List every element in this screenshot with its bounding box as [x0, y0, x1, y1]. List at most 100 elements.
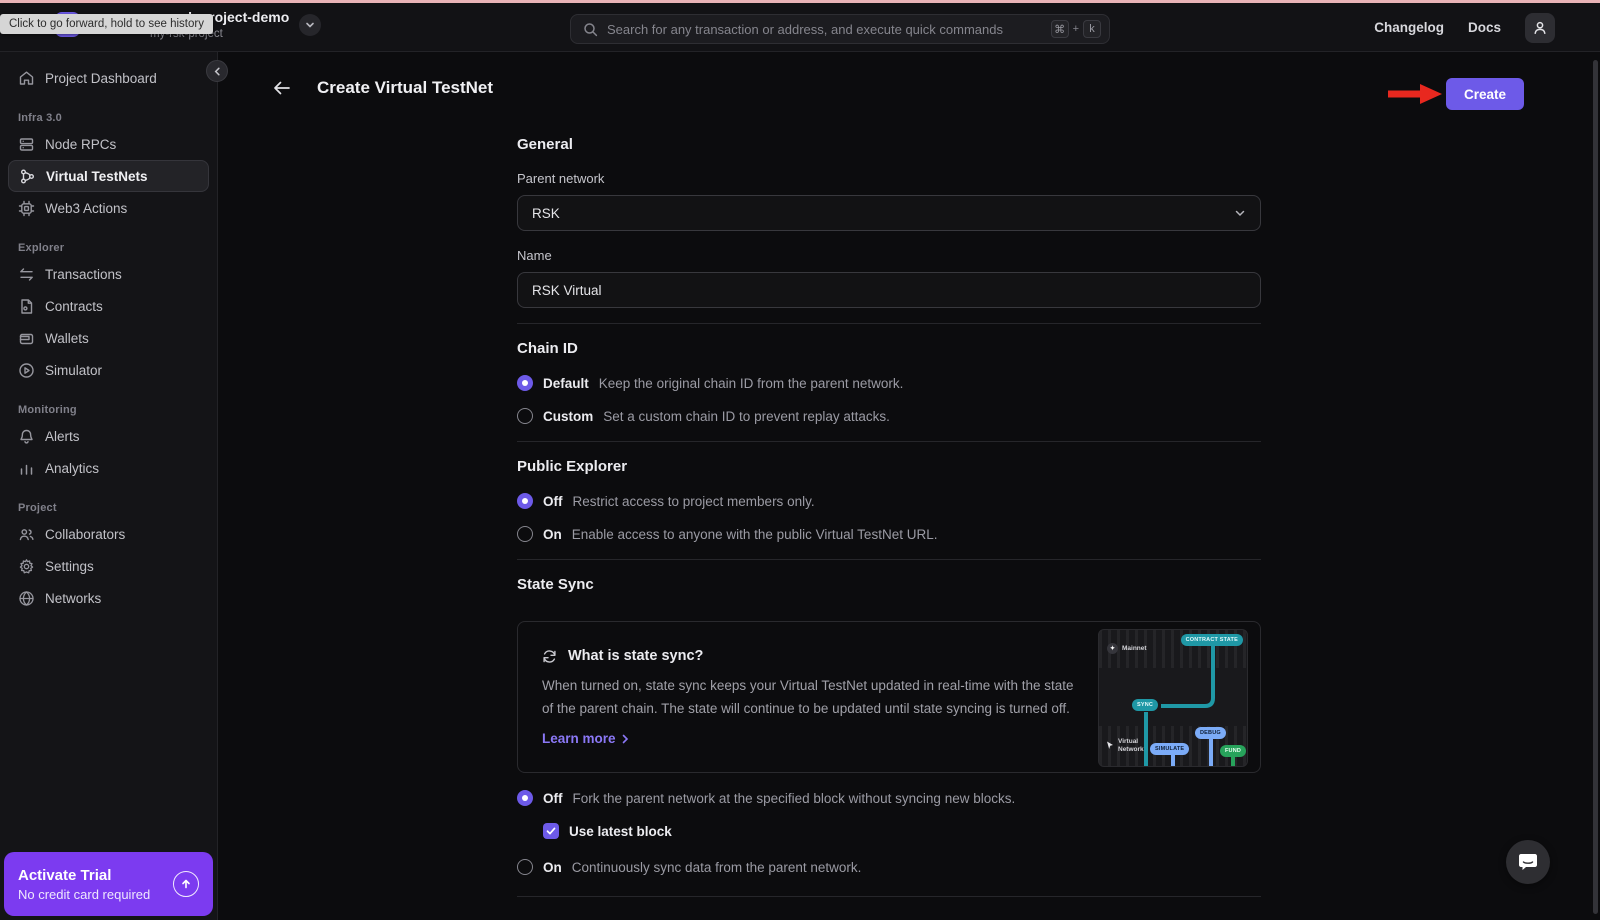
chain-id-option-default[interactable]: Default Keep the original chain ID from …: [517, 373, 1261, 393]
sync-flow-lines: [1144, 644, 1235, 766]
option-label: Default: [543, 375, 589, 391]
chip-icon: [18, 200, 35, 217]
chevron-down-icon: [1234, 207, 1246, 219]
parent-network-value: RSK: [532, 205, 560, 221]
option-label: On: [543, 859, 562, 875]
radio-selected-icon[interactable]: [517, 493, 533, 509]
virtual-network-label-2: Network: [1118, 745, 1144, 753]
trial-title: Activate Trial: [18, 866, 112, 884]
sidebar-nav: Project Dashboard Infra 3.0 Node RPCs Vi…: [0, 52, 217, 614]
sidebar-item-label: Wallets: [45, 330, 89, 346]
network-branch-icon: [19, 168, 36, 185]
option-description: Enable access to anyone with the public …: [571, 526, 938, 542]
sidebar-item-contracts[interactable]: Contracts: [8, 290, 209, 322]
use-latest-block-row[interactable]: Use latest block: [543, 821, 1261, 841]
gear-icon: [18, 558, 35, 575]
fund-badge: FUND: [1220, 745, 1247, 757]
sidebar-item-wallets[interactable]: Wallets: [8, 322, 209, 354]
sidebar-collapse-button[interactable]: [206, 60, 228, 82]
search-input[interactable]: [607, 21, 1042, 37]
k-key: k: [1083, 20, 1101, 38]
state-sync-option-on[interactable]: On Continuously sync data from the paren…: [517, 857, 1261, 877]
sidebar-item-analytics[interactable]: Analytics: [8, 452, 209, 484]
sidebar-item-label: Settings: [45, 558, 94, 574]
sidebar-item-label: Networks: [45, 590, 102, 606]
page-title: Create Virtual TestNet: [317, 78, 494, 97]
public-explorer-option-on[interactable]: On Enable access to anyone with the publ…: [517, 524, 1261, 544]
sidebar-section-monitoring: Monitoring: [18, 404, 77, 416]
state-sync-illustration: ✦ Mainnet Virtual Network CONTRACT STATE…: [1098, 629, 1248, 767]
option-label: Custom: [543, 408, 594, 424]
sidebar-item-label: Web3 Actions: [45, 200, 128, 216]
account-menu-button[interactable]: [1525, 12, 1555, 43]
sidebar-item-label: Node RPCs: [45, 136, 117, 152]
option-label: On: [543, 526, 562, 542]
sidebar-item-web3-actions[interactable]: Web3 Actions: [8, 192, 209, 224]
sidebar-item-label: Alerts: [45, 428, 80, 444]
option-label: Off: [543, 493, 563, 509]
chevron-right-icon: [620, 734, 630, 744]
project-chevron-button[interactable]: [299, 14, 322, 37]
activate-trial-banner[interactable]: Activate Trial No credit card required: [4, 852, 213, 916]
scrollbar-thumb[interactable]: [1593, 60, 1598, 914]
divider: [517, 441, 1261, 442]
option-description: Restrict access to project members only.: [572, 493, 815, 509]
bell-icon: [18, 428, 35, 445]
chevron-left-icon: [213, 67, 222, 76]
sync-card-body: When turned on, state sync keeps your Vi…: [542, 678, 1074, 716]
virtual-network-node: Virtual Network: [1106, 738, 1144, 754]
radio-selected-icon[interactable]: [517, 375, 533, 391]
sidebar-item-label: Contracts: [45, 298, 103, 314]
sidebar-item-simulator[interactable]: Simulator: [8, 354, 209, 386]
sidebar-item-collaborators[interactable]: Collaborators: [8, 518, 209, 550]
public-explorer-option-off[interactable]: Off Restrict access to project members o…: [517, 491, 1261, 511]
arrow-up-circle-icon: [173, 871, 199, 897]
sidebar-item-settings[interactable]: Settings: [8, 550, 209, 582]
sidebar-item-virtual-testnets[interactable]: Virtual TestNets: [8, 160, 209, 192]
sidebar-item-project-dashboard[interactable]: Project Dashboard: [8, 62, 209, 94]
transfer-arrows-icon: [18, 266, 35, 283]
sidebar-item-networks[interactable]: Networks: [8, 582, 209, 614]
wallet-icon: [18, 330, 35, 347]
users-icon: [18, 526, 35, 543]
changelog-link[interactable]: Changelog: [1374, 20, 1444, 35]
state-sync-option-off[interactable]: Off Fork the parent network at the speci…: [517, 788, 1261, 808]
divider: [517, 323, 1261, 324]
sidebar-item-label: Simulator: [45, 362, 103, 378]
name-input[interactable]: [517, 272, 1261, 308]
sidebar-item-label: Transactions: [45, 266, 122, 282]
global-search[interactable]: ⌘ + k: [570, 14, 1110, 44]
radio-selected-icon[interactable]: [517, 790, 533, 806]
option-description: Fork the parent network at the specified…: [572, 790, 1016, 806]
sidebar-item-transactions[interactable]: Transactions: [8, 258, 209, 290]
back-button[interactable]: [273, 80, 291, 96]
chain-id-option-custom[interactable]: Custom Set a custom chain ID to prevent …: [517, 406, 1261, 426]
learn-more-link[interactable]: Learn more: [542, 731, 630, 746]
radio-unselected-icon[interactable]: [517, 408, 533, 424]
option-description: Keep the original chain ID from the pare…: [598, 375, 904, 391]
mainnet-label: Mainnet: [1122, 645, 1147, 652]
general-heading: General: [517, 136, 573, 153]
sidebar-item-node-rpcs[interactable]: Node RPCs: [8, 128, 209, 160]
chat-bubble-icon: [1517, 851, 1539, 873]
create-button[interactable]: Create: [1445, 78, 1524, 110]
option-description: Continuously sync data from the parent n…: [571, 859, 862, 875]
sidebar-section-project: Project: [18, 502, 57, 514]
docs-link[interactable]: Docs: [1467, 20, 1501, 35]
search-icon: [583, 22, 598, 37]
learn-more-label: Learn more: [542, 731, 616, 746]
plus-separator: +: [1072, 23, 1079, 35]
parent-network-select[interactable]: RSK: [517, 195, 1261, 231]
checkbox-checked-icon[interactable]: [543, 823, 559, 839]
topbar: my-rsk-project-demo my-rsk-project ⌘ + k…: [0, 3, 1600, 52]
sidebar-item-label: Virtual TestNets: [46, 168, 148, 184]
virtual-network-icon: [1106, 741, 1114, 750]
sidebar-item-alerts[interactable]: Alerts: [8, 420, 209, 452]
radio-unselected-icon[interactable]: [517, 859, 533, 875]
chain-id-heading: Chain ID: [517, 340, 578, 357]
radio-unselected-icon[interactable]: [517, 526, 533, 542]
mainnet-node: ✦ Mainnet: [1107, 643, 1147, 654]
sidebar-item-label: Analytics: [45, 460, 100, 476]
public-explorer-heading: Public Explorer: [517, 458, 628, 475]
support-chat-button[interactable]: [1506, 840, 1550, 884]
